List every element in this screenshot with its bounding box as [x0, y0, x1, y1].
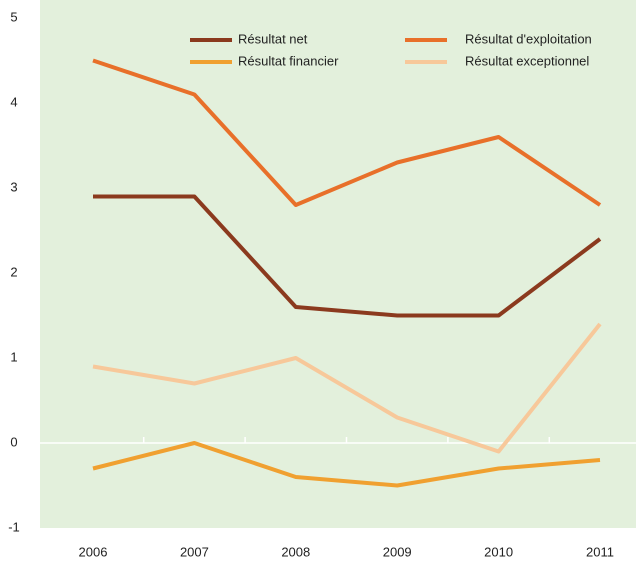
x-tick-label: 2010 — [484, 544, 513, 559]
legend-label: Résultat exceptionnel — [465, 53, 589, 68]
series-line — [92, 322, 602, 454]
y-tick-label: 0 — [10, 434, 17, 449]
x-tick-label: 2006 — [79, 544, 108, 559]
plot-background — [40, 0, 636, 528]
x-tick-label: 2011 — [586, 544, 614, 559]
series-line — [93, 194, 602, 318]
x-tick-label: 2009 — [383, 544, 412, 559]
y-tick-label: 4 — [10, 94, 17, 109]
legend-label: Résultat d'exploitation — [465, 31, 592, 46]
y-tick-label: 3 — [10, 179, 17, 194]
x-tick-label: 2008 — [281, 544, 310, 559]
y-tick-label: -1 — [8, 519, 20, 534]
x-tick-label: 2007 — [180, 544, 209, 559]
y-tick-label: 2 — [10, 264, 17, 279]
y-tick-label: 1 — [10, 349, 17, 364]
legend-label: Résultat financier — [238, 53, 339, 68]
y-tick-label: 5 — [10, 9, 17, 24]
series-line — [92, 441, 601, 488]
series-line — [92, 58, 602, 207]
legend-label: Résultat net — [238, 31, 308, 46]
